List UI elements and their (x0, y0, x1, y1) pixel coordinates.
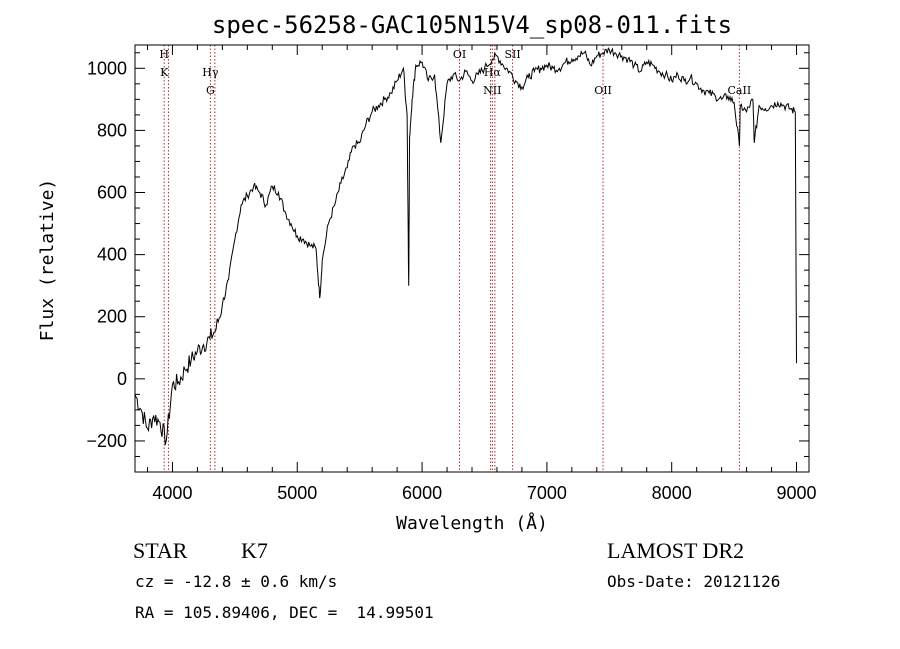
spectral-line-label: H (159, 48, 169, 61)
x-axis: 4000 5000 6000 7000 8000 9000 (146, 45, 817, 503)
spectral-line-label: Hα (484, 66, 502, 79)
spectral-line-label: G (206, 84, 215, 97)
x-axis-label: Wavelength (Å) (396, 512, 548, 534)
coordinates-text: RA = 105.89406, DEC = 14.99501 (135, 603, 434, 622)
x-tick-label: 7000 (527, 483, 567, 503)
spectral-line-label: OI (453, 48, 466, 61)
y-tick-label: 1000 (87, 58, 127, 78)
x-tick-label: 9000 (776, 483, 816, 503)
spectral-line-label: Hγ (202, 66, 219, 79)
y-tick-label: −200 (86, 431, 127, 451)
spectral-line-label: K (160, 66, 169, 79)
x-tick-label: 5000 (277, 483, 317, 503)
line-markers (163, 45, 740, 472)
spectral-line-label: NII (483, 84, 501, 97)
spectral-line-label: OII (594, 84, 612, 97)
y-tick-label: 600 (97, 183, 127, 203)
object-subclass: K7 (241, 538, 268, 563)
y-tick-label: 200 (97, 307, 127, 327)
survey-label: LAMOST DR2 (607, 538, 745, 563)
spectral-line-label: SII (504, 48, 520, 61)
y-axis-label: Flux (relative) (37, 179, 58, 342)
y-tick-label: 400 (97, 245, 127, 265)
line-labels: HK Hγ G OI Hα NII SII OII CaII (159, 48, 751, 97)
chart-title: spec-56258-GAC105N15V4_sp08-011.fits (212, 11, 732, 39)
y-axis: −200 0 200 400 600 800 1000 (86, 52, 809, 457)
spectral-line-label: CaII (728, 84, 752, 97)
x-tick-label: 6000 (402, 483, 442, 503)
object-class: STAR (133, 538, 188, 563)
x-tick-label: 4000 (152, 483, 192, 503)
series-line (134, 46, 797, 446)
redshift-text: cz = -12.8 ± 0.6 km/s (135, 572, 338, 591)
obs-date: Obs-Date: 20121126 (607, 572, 781, 591)
plot-frame (134, 44, 810, 473)
x-tick-label: 8000 (652, 483, 692, 503)
y-tick-label: 800 (97, 120, 127, 140)
y-tick-label: 0 (117, 369, 127, 389)
